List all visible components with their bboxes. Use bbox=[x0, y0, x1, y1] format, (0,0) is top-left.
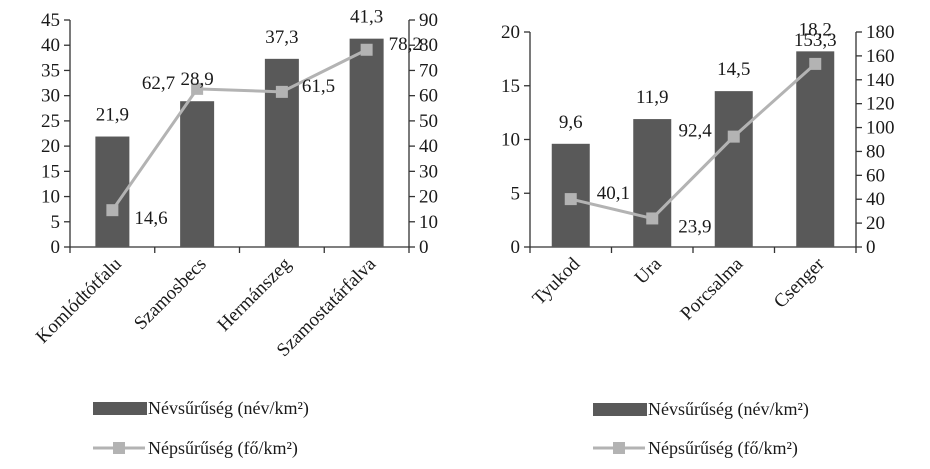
tick-label-left: 20 bbox=[41, 136, 60, 157]
tick-label-right: 70 bbox=[419, 60, 438, 81]
tick-label-right: 80 bbox=[419, 35, 438, 56]
category-label: Ura bbox=[631, 253, 666, 288]
tick-label-right: 90 bbox=[419, 10, 438, 31]
tick-label-right: 0 bbox=[419, 237, 429, 258]
line-point bbox=[809, 57, 822, 70]
line-data-label: 78,2 bbox=[389, 34, 422, 55]
legend-swatch-marker bbox=[113, 442, 125, 454]
tick-label-left: 25 bbox=[41, 111, 60, 132]
tick-label-left: 40 bbox=[41, 35, 60, 56]
bar-data-label: 18,2 bbox=[799, 19, 832, 40]
tick-label-left: 5 bbox=[51, 212, 61, 233]
line-point bbox=[275, 85, 288, 98]
bar-data-label: 28,9 bbox=[181, 69, 214, 90]
tick-label-left: 30 bbox=[41, 86, 60, 107]
bar-data-label: 14,5 bbox=[717, 59, 750, 80]
legend-swatch-bar bbox=[93, 402, 147, 415]
tick-label-right: 30 bbox=[419, 161, 438, 182]
legend-label-line: Népsűrűség (fő/km²) bbox=[148, 438, 298, 459]
tick-label-left: 20 bbox=[501, 22, 520, 43]
line-data-label: 62,7 bbox=[142, 73, 175, 94]
tick-label-right: 80 bbox=[866, 141, 885, 162]
tick-label-left: 0 bbox=[51, 237, 61, 258]
bar-data-label: 11,9 bbox=[636, 87, 669, 108]
series-line bbox=[111, 48, 368, 212]
bar bbox=[180, 101, 215, 248]
tick-label-right: 20 bbox=[866, 213, 885, 234]
tick-label-right: 60 bbox=[866, 165, 885, 186]
bar bbox=[714, 91, 753, 247]
tick-label-left: 15 bbox=[41, 161, 60, 182]
tick-label-right: 60 bbox=[419, 86, 438, 107]
tick-label-right: 50 bbox=[419, 111, 438, 132]
legend-swatch-bar bbox=[593, 403, 647, 416]
tick-label-left: 0 bbox=[511, 237, 521, 258]
line-data-label: 23,9 bbox=[678, 216, 711, 237]
bar bbox=[796, 51, 835, 247]
tick-label-left: 10 bbox=[41, 187, 60, 208]
legend-swatch-marker bbox=[613, 442, 625, 454]
line-data-label: 61,5 bbox=[302, 76, 335, 97]
bar bbox=[349, 38, 384, 247]
category-label: Porcsalma bbox=[676, 253, 747, 324]
series-line bbox=[570, 62, 817, 221]
line-point bbox=[727, 130, 740, 143]
line-data-label: 40,1 bbox=[597, 183, 630, 204]
tick-label-right: 0 bbox=[866, 237, 876, 258]
tick-label-right: 160 bbox=[866, 46, 895, 67]
tick-label-right: 20 bbox=[419, 187, 438, 208]
tick-label-left: 15 bbox=[501, 76, 520, 97]
tick-label-right: 40 bbox=[866, 189, 885, 210]
line-data-label: 14,6 bbox=[134, 208, 167, 229]
line-data-label: 153,3 bbox=[794, 30, 837, 51]
bar-data-label: 9,6 bbox=[559, 112, 583, 133]
tick-label-right: 140 bbox=[866, 70, 895, 91]
tick-label-right: 180 bbox=[866, 22, 895, 43]
legend-label-bar: Névsűrűség (név/km²) bbox=[148, 398, 309, 419]
tick-label-right: 100 bbox=[866, 118, 895, 139]
category-label: Komlódtótfalu bbox=[32, 253, 126, 347]
bar bbox=[633, 119, 672, 247]
line-point bbox=[646, 212, 659, 225]
tick-label-right: 10 bbox=[419, 212, 438, 233]
tick-label-right: 40 bbox=[419, 136, 438, 157]
line-point bbox=[360, 43, 373, 56]
tick-label-left: 45 bbox=[41, 10, 60, 31]
line-point bbox=[564, 193, 577, 206]
tick-label-left: 5 bbox=[511, 183, 521, 204]
legend-label-bar: Névsűrűség (név/km²) bbox=[648, 399, 809, 420]
category-label: Csenger bbox=[770, 253, 829, 312]
category-label: Hermánszeg bbox=[213, 253, 295, 335]
line-point bbox=[191, 82, 204, 95]
category-label: Tyukod bbox=[529, 253, 585, 309]
category-label: Szamosbecs bbox=[130, 254, 211, 335]
bar-data-label: 41,3 bbox=[350, 7, 383, 28]
tick-label-left: 10 bbox=[501, 130, 520, 151]
bar-data-label: 37,3 bbox=[265, 27, 298, 48]
line-point bbox=[106, 204, 119, 217]
legend-label-line: Népsűrűség (fő/km²) bbox=[648, 438, 798, 459]
tick-label-right: 120 bbox=[866, 94, 895, 115]
line-data-label: 92,4 bbox=[679, 121, 713, 142]
tick-label-left: 35 bbox=[41, 60, 60, 81]
bar-data-label: 21,9 bbox=[96, 105, 129, 126]
chart-left: 0 5 10 15 20 25 30 35 40 45 0 10 20 30 40 50 60 70 80 90 21,… bbox=[32, 7, 438, 459]
